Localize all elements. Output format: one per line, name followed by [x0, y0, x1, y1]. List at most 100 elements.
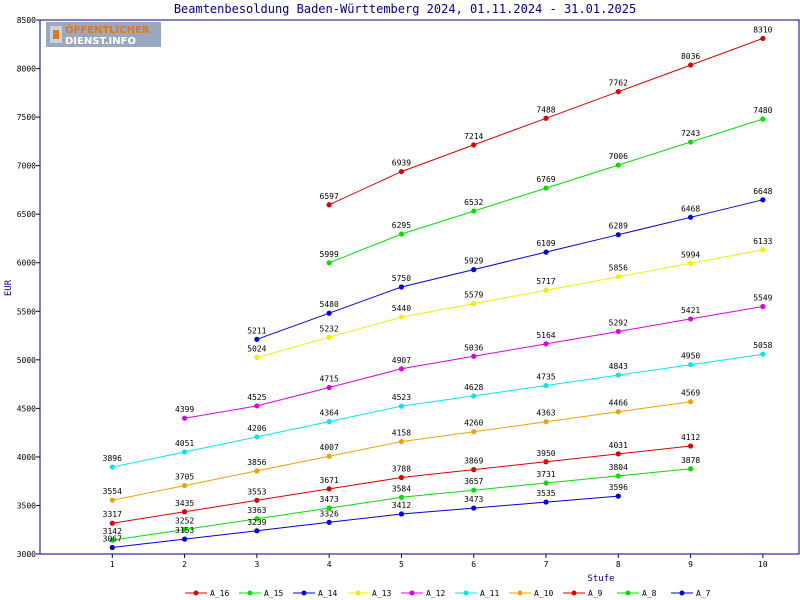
data-label: 3317: [103, 510, 122, 519]
data-point: [254, 336, 260, 342]
logo-line-1: ÖFFENTLICHER: [65, 22, 150, 36]
data-point: [181, 536, 188, 542]
data-point: [254, 434, 260, 440]
y-tick-label: 3500: [17, 501, 36, 510]
legend-label: A_12: [426, 589, 445, 598]
data-label: 3596: [609, 483, 628, 492]
data-point: [254, 497, 260, 503]
series-a-10: 3554 3705 3856 4007 4158 4260 4363 4466 4569: [103, 389, 700, 503]
legend-label: A_9: [588, 589, 603, 598]
data-point: [687, 62, 694, 68]
data-point: [543, 249, 549, 255]
data-point: [687, 316, 694, 322]
data-label: 3554: [103, 487, 122, 496]
data-label: 5856: [609, 264, 628, 273]
data-label: 5579: [464, 291, 483, 300]
data-point: [543, 459, 549, 465]
data-label: 4525: [247, 393, 266, 402]
data-point: [254, 516, 260, 522]
y-tick-label: 3000: [17, 550, 36, 559]
x-tick-label: 2: [182, 560, 187, 569]
data-label: 4950: [681, 352, 700, 361]
legend-marker: [301, 590, 307, 596]
data-label: 5549: [753, 294, 772, 303]
x-tick-label: 10: [758, 560, 768, 569]
x-tick-label: 4: [327, 560, 332, 569]
data-label: 8036: [681, 52, 700, 61]
series-line: [184, 306, 763, 419]
data-point: [543, 341, 549, 347]
site-logo: ÖFFENTLICHER DIENST.INFO: [46, 22, 161, 47]
data-label: 7243: [681, 129, 700, 138]
data-label: 3153: [175, 526, 194, 535]
data-label: 3869: [464, 457, 483, 466]
plot-frame: [39, 19, 800, 555]
series-line: [256, 249, 763, 358]
data-label: 7762: [609, 79, 628, 88]
y-tick-label: 5500: [17, 307, 36, 316]
x-tick-label: 1: [110, 560, 115, 569]
legend-marker: [409, 590, 415, 596]
data-point: [760, 116, 766, 122]
data-point: [471, 505, 477, 511]
x-axis-ticks: 1 2 3 4 5 6 7 8 9 10: [110, 554, 768, 569]
data-point: [687, 466, 694, 472]
data-label: 4628: [464, 383, 483, 392]
data-label: 3252: [175, 517, 194, 526]
data-point: [398, 511, 405, 517]
data-point: [471, 301, 477, 307]
data-point: [398, 494, 405, 500]
series-a-15: 5999 6295 6532 6769 7006 7243 7480: [320, 106, 773, 266]
data-point: [326, 202, 332, 208]
data-label: 4569: [681, 389, 700, 398]
logo-background: [46, 22, 161, 47]
data-point: [326, 519, 332, 525]
data-label: 5717: [536, 277, 555, 286]
data-label: 4907: [392, 356, 411, 365]
legend-marker: [463, 590, 469, 596]
data-point: [109, 520, 115, 526]
data-point: [181, 415, 188, 421]
series-line: [112, 353, 763, 468]
data-point: [615, 232, 621, 238]
data-point: [398, 314, 405, 320]
x-tick-label: 5: [399, 560, 404, 569]
data-point: [326, 260, 332, 266]
y-tick-label: 8500: [17, 16, 36, 25]
series-a-7: 3067 3153 3239 3326 3412 3473 3535 3596: [103, 483, 628, 551]
data-point: [687, 139, 694, 145]
legend-item: A_9: [563, 589, 603, 598]
data-point: [398, 474, 405, 481]
legend-item: A_10: [509, 589, 553, 598]
y-tick-label: 4500: [17, 404, 36, 413]
x-tick-label: 6: [471, 560, 476, 569]
data-label: 6769: [536, 175, 555, 184]
x-axis-label: Stufe: [587, 574, 614, 584]
data-label: 5480: [320, 300, 339, 309]
data-label: 3584: [392, 484, 411, 493]
data-label: 6648: [753, 187, 772, 196]
data-label: 5292: [609, 318, 628, 327]
data-point: [398, 438, 405, 445]
legend-item: A_14: [293, 589, 337, 598]
data-point: [181, 526, 188, 533]
data-label: 3553: [247, 487, 266, 496]
data-label: 5211: [247, 326, 266, 335]
series-a-14: 5211 5480 5750 5929 6109 6289 6468 6648: [247, 187, 773, 342]
data-point: [326, 384, 332, 391]
data-point: [471, 142, 477, 148]
data-label: 3435: [175, 499, 194, 508]
legend-label: A_11: [480, 589, 499, 598]
data-label: 3473: [464, 495, 483, 504]
series-a-12: 4399 4525 4715 4907 5036 5164 5292 5421 5549: [175, 294, 773, 421]
data-point: [615, 372, 621, 378]
x-tick-label: 9: [688, 560, 693, 569]
legend-item: A_13: [347, 589, 391, 598]
data-point: [254, 468, 260, 474]
legend-item: A_15: [239, 589, 283, 598]
legend-label: A_8: [642, 589, 657, 598]
data-point: [254, 354, 260, 361]
data-point: [326, 310, 332, 316]
data-label: 3671: [320, 476, 339, 485]
y-tick-label: 7500: [17, 113, 36, 122]
